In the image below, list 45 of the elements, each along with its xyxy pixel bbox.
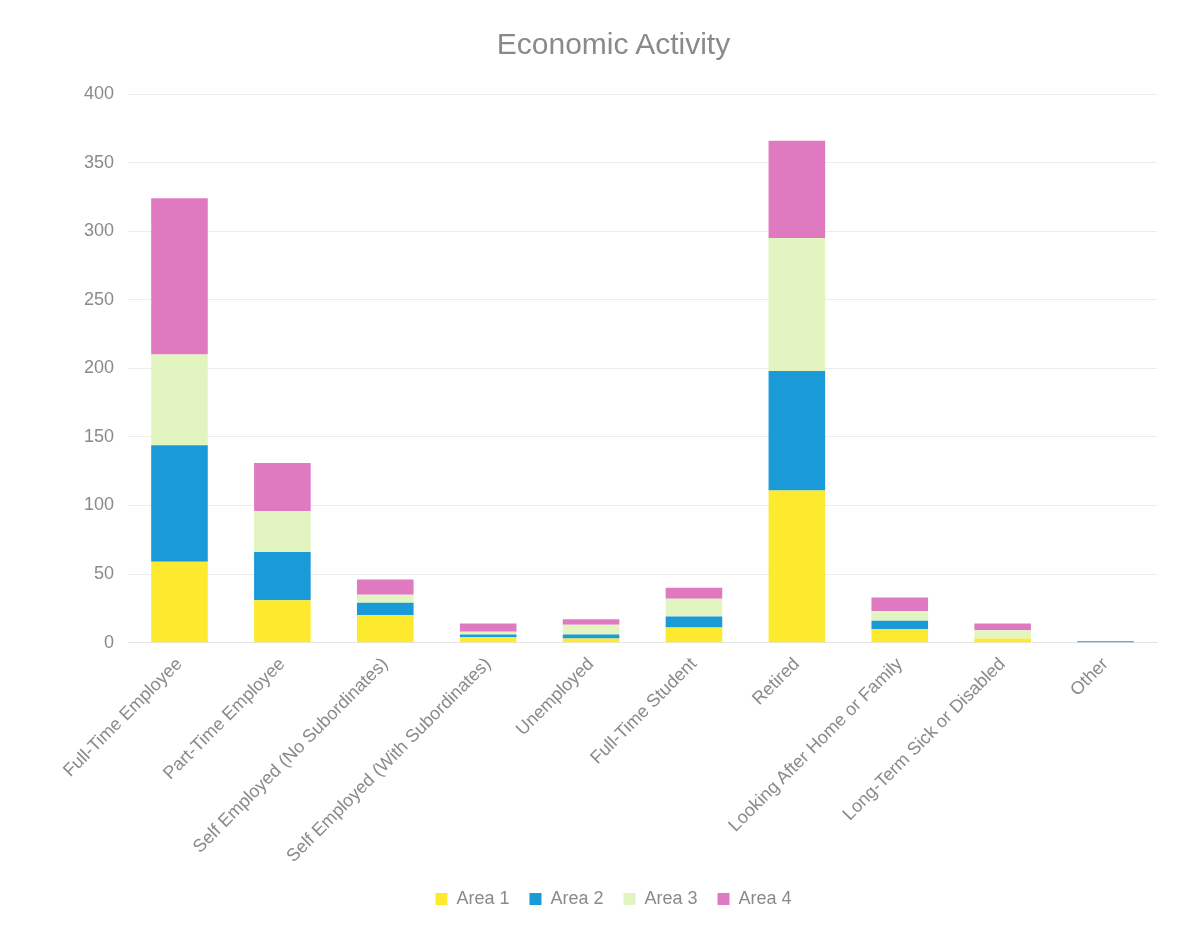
chart-title: Economic Activity — [496, 27, 731, 61]
y-tick-label: 150 — [83, 425, 115, 446]
bar — [871, 628, 929, 643]
bar — [151, 354, 208, 446]
bar — [665, 616, 723, 628]
bar — [768, 140, 826, 239]
legend-label: Area 4 — [738, 887, 792, 908]
bar — [871, 611, 929, 621]
bar — [768, 490, 826, 643]
bar — [665, 598, 723, 617]
y-tick-label: 400 — [83, 82, 115, 103]
bar — [974, 623, 1031, 631]
bar — [254, 552, 311, 601]
bar — [151, 561, 208, 643]
bar — [871, 620, 929, 629]
y-tick-label: 100 — [83, 494, 115, 515]
bar — [254, 600, 311, 643]
bar — [151, 198, 208, 355]
bar — [562, 619, 620, 625]
bar — [356, 594, 414, 603]
bar — [562, 624, 620, 635]
bar — [871, 597, 929, 612]
bar — [562, 634, 620, 639]
bar — [768, 371, 826, 491]
y-tick-label: 250 — [83, 288, 115, 309]
y-tick-label: 350 — [83, 151, 115, 172]
bar — [151, 445, 208, 562]
bar — [768, 238, 826, 372]
bar — [356, 602, 414, 616]
bar — [254, 462, 311, 511]
legend-label: Area 1 — [456, 887, 510, 908]
bar — [356, 615, 414, 643]
legend-label: Area 2 — [550, 887, 604, 908]
legend-label: Area 3 — [644, 887, 698, 908]
y-tick-label: 200 — [83, 357, 115, 378]
bar — [356, 579, 414, 595]
y-tick-label: 50 — [94, 563, 115, 584]
bar — [459, 637, 517, 643]
y-tick-label: 0 — [104, 631, 115, 652]
bar — [974, 630, 1031, 639]
bar — [254, 510, 311, 553]
bar — [665, 587, 723, 599]
y-tick-label: 300 — [83, 220, 115, 241]
bar — [665, 627, 723, 643]
bar — [459, 623, 517, 632]
